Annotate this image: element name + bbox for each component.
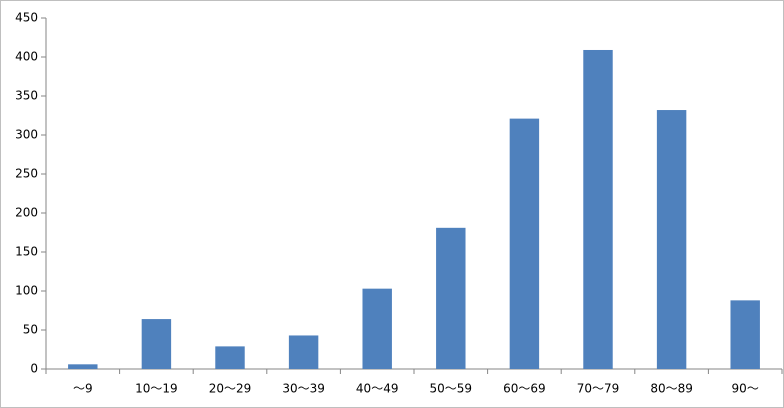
x-tick-label: 30〜39 — [282, 382, 325, 396]
x-tick-label: 60〜69 — [503, 382, 546, 396]
x-tick-label: 90〜 — [732, 382, 759, 396]
x-tick-label: 〜9 — [73, 382, 93, 396]
y-tick-label: 200 — [15, 206, 38, 220]
bar — [288, 335, 319, 369]
y-tick-label: 50 — [23, 323, 38, 337]
bar — [141, 319, 172, 369]
y-tick-label: 100 — [15, 284, 38, 298]
y-tick-label: 450 — [15, 11, 38, 25]
y-tick-label: 400 — [15, 50, 38, 64]
y-tick-label: 250 — [15, 167, 38, 181]
y-tick-label: 350 — [15, 89, 38, 103]
y-tick-label: 150 — [15, 245, 38, 259]
y-tick-label: 0 — [30, 362, 38, 376]
bar — [362, 288, 392, 369]
y-tick-label: 300 — [15, 128, 38, 142]
x-tick-label: 10〜19 — [135, 382, 178, 396]
x-tick-label: 20〜29 — [209, 382, 252, 396]
bar — [509, 118, 540, 370]
x-tick-label: 50〜59 — [430, 382, 473, 396]
bar — [68, 364, 98, 369]
x-tick-label: 70〜79 — [577, 382, 620, 396]
bar — [215, 346, 245, 369]
bar — [583, 49, 613, 369]
bar — [730, 300, 760, 369]
bar — [656, 110, 687, 369]
bar — [436, 227, 466, 369]
x-tick-label: 40〜49 — [356, 382, 399, 396]
x-tick-label: 80〜89 — [650, 382, 693, 396]
